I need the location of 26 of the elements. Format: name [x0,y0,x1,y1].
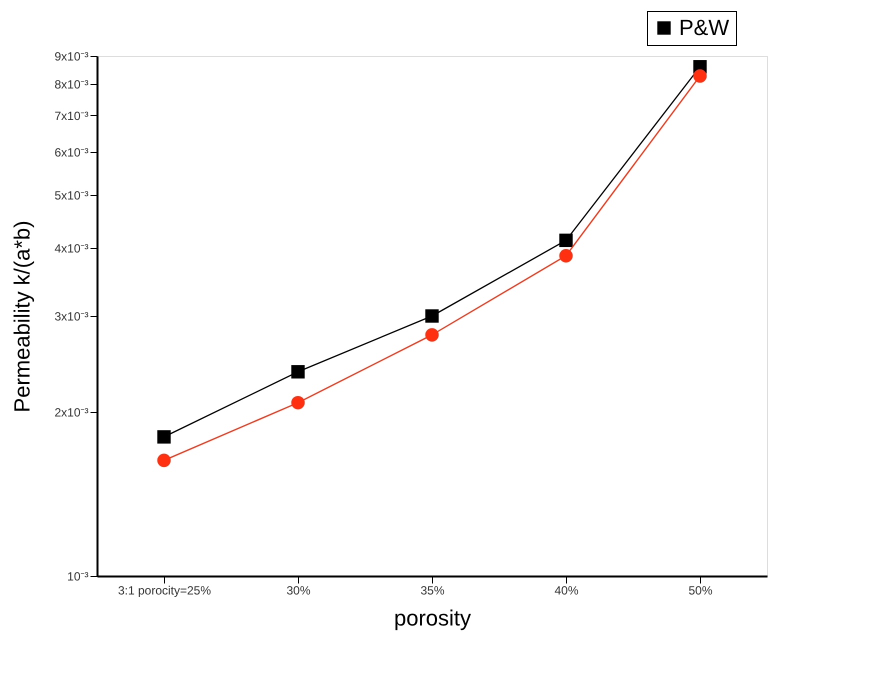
y-axis-title: Permeability k/(a*b) [9,220,34,412]
x-tick-label: 3:1 porocity=25% [118,584,212,598]
x-axis-title: porosity [394,606,472,630]
y-tick-label: 10⁻³ [67,570,89,584]
x-tick-label: 35% [420,584,445,598]
point [157,454,171,468]
point [425,309,439,323]
point [559,249,573,262]
point [693,69,707,83]
y-tick-label: 8x10⁻³ [54,77,88,92]
legend-label: P&W [679,15,730,40]
y-tick-label: 9x10⁻³ [54,50,88,64]
x-tick-label: 40% [554,584,579,598]
y-tick-label: 2x10⁻³ [54,405,88,420]
point [291,396,305,410]
y-tick-label: 6x10⁻³ [54,145,88,160]
point [157,430,171,444]
x-tick-label: 50% [688,584,713,598]
y-tick-label: 4x10⁻³ [54,241,88,256]
point [291,365,305,378]
y-tick-label: 5x10⁻³ [54,188,88,203]
y-tick-label: 7x10⁻³ [54,108,88,123]
point [425,328,439,342]
y-tick-label: 3x10⁻³ [54,310,88,324]
point [559,234,573,248]
x-tick-label: 30% [286,584,311,598]
